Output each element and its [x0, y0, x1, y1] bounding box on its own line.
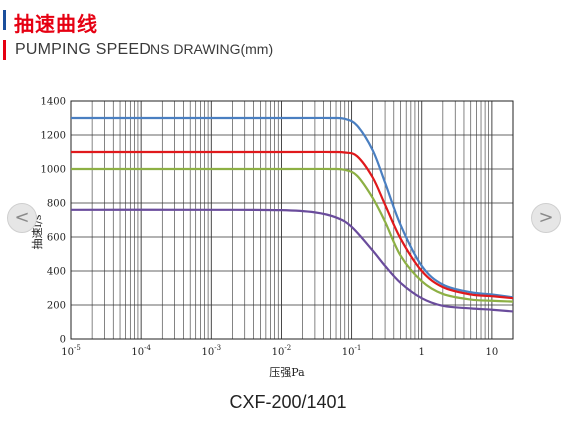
x-tick-label: 10-3 [202, 344, 222, 358]
y-tick-label: 1400 [41, 97, 66, 108]
plot-frame [70, 100, 514, 340]
x-tick-label: 1 [419, 347, 425, 358]
y-tick-label: 200 [47, 301, 66, 312]
next-button[interactable]: > [531, 203, 561, 233]
y-tick-label: 0 [60, 335, 66, 346]
subtitle-accent-bar [3, 40, 6, 60]
title-accent-bar [3, 10, 6, 30]
series-line-2 [70, 150, 514, 300]
series-line-3 [70, 167, 514, 303]
x-tick-label: 10-4 [131, 344, 151, 358]
x-axis-label: 压强Pa [269, 366, 305, 379]
y-tick-label: 1000 [41, 165, 66, 176]
chevron-left-icon: < [14, 207, 30, 228]
series-line-4 [70, 208, 514, 313]
y-tick-label: 600 [47, 233, 66, 244]
y-tick-label: 400 [47, 267, 66, 278]
y-tick-label: 800 [47, 199, 66, 210]
x-tick-label: 10 [486, 347, 499, 358]
page-title: 抽速曲线 [14, 12, 98, 36]
page-subtitle-note: NS DRAWING(mm) [150, 41, 274, 57]
x-tick-label: 10-2 [272, 344, 292, 358]
x-tick-label: 10-5 [61, 344, 81, 358]
prev-button[interactable]: < [7, 203, 37, 233]
chart-caption: CXF-200/1401 [229, 392, 347, 412]
page-subtitle: PUMPING SPEED [15, 41, 151, 58]
series-line-1 [71, 116, 514, 299]
chevron-right-icon: > [538, 207, 554, 228]
y-tick-label: 1200 [41, 131, 66, 142]
x-tick-label: 10-1 [342, 344, 362, 358]
